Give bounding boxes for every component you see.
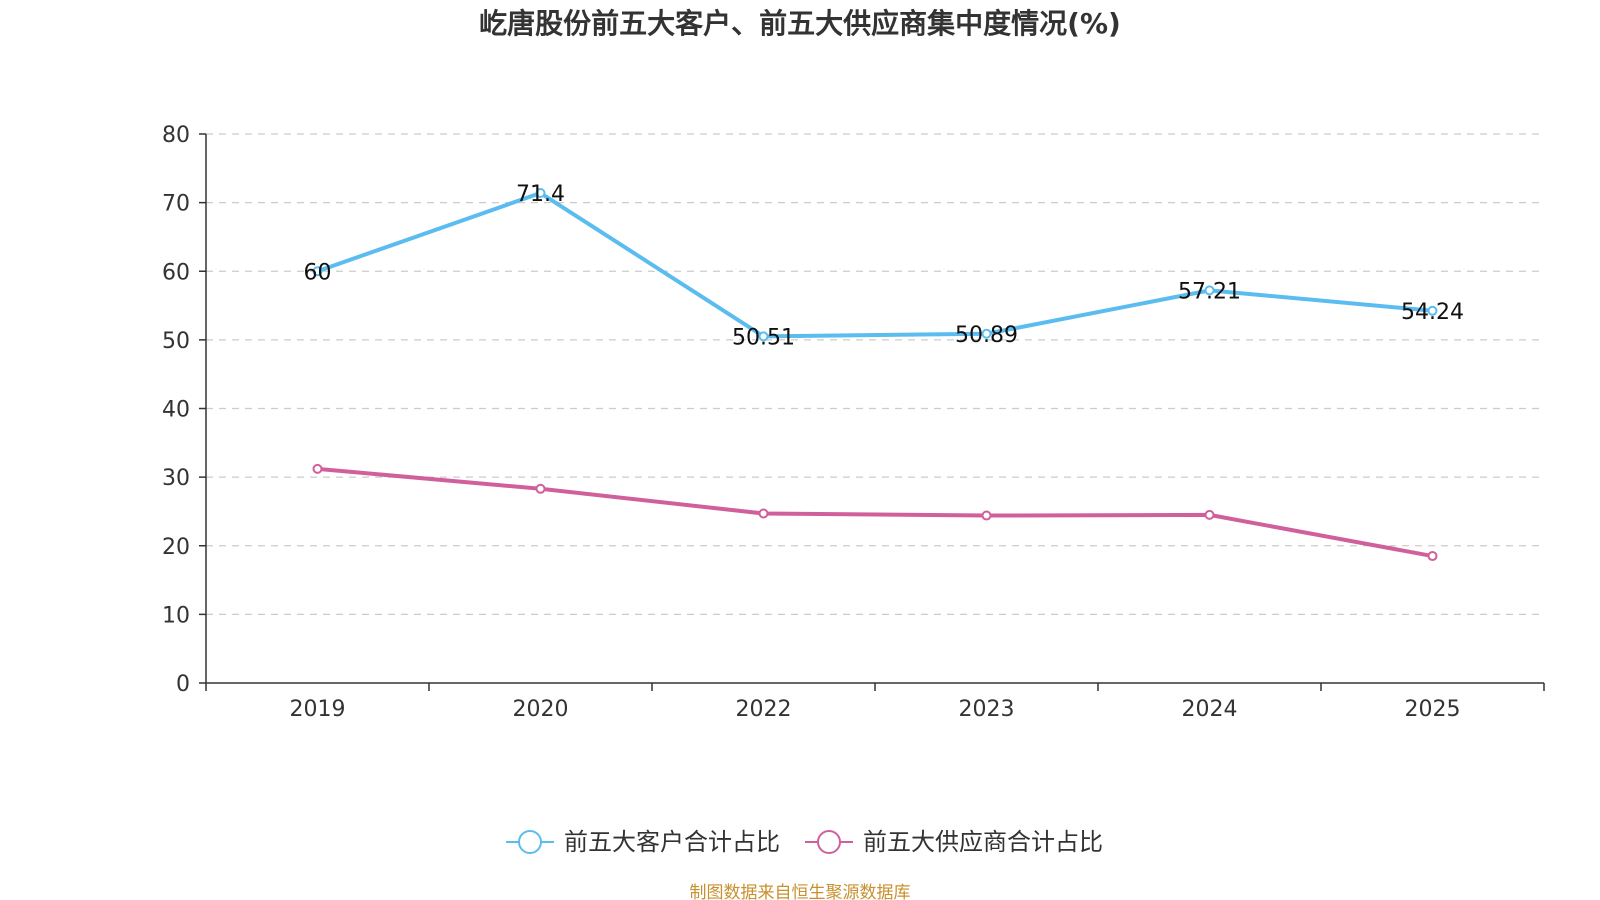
y-tick-label: 40 [162,398,190,423]
data-label: 71.4 [516,182,565,207]
y-tick-label: 10 [162,603,190,628]
data-point[interactable] [1427,305,1438,316]
data-label: 57.21 [1178,279,1241,304]
data-label: 50.51 [732,325,795,350]
x-tick-label: 2024 [1182,697,1238,722]
legend-item-customers[interactable]: 前五大客户合计占比 [506,828,780,856]
x-tick-label: 2019 [290,697,346,722]
chart-title: 屹唐股份前五大客户、前五大供应商集中度情况(%) [479,7,1121,40]
data-point[interactable] [758,331,769,342]
series-layer [312,188,1438,562]
data-point[interactable] [981,510,992,521]
y-tick-label: 60 [162,260,190,285]
y-axis: 0 10 20 30 40 50 60 70 80 [162,123,207,697]
legend-customers-marker [518,830,542,854]
legend: 前五大客户合计占比 前五大供应商合计占比 [506,828,1103,856]
x-tick-label: 2023 [959,697,1015,722]
legend-suppliers-marker [817,830,841,854]
source-note: 制图数据来自恒生聚源数据库 [690,883,911,900]
data-point[interactable] [535,483,546,494]
series-line-0 [315,191,1435,339]
data-point[interactable] [1204,285,1215,296]
data-point[interactable] [1204,509,1215,520]
legend-customers-label: 前五大客户合计占比 [564,828,780,856]
data-point[interactable] [1427,551,1438,562]
grid-lines [206,133,1544,615]
y-tick-label: 30 [162,466,190,491]
data-point[interactable] [758,508,769,519]
data-labels: 60 71.4 50.51 50.89 57.21 54.24 [304,182,1464,350]
data-point[interactable] [535,188,546,199]
data-label: 54.24 [1401,300,1464,325]
legend-suppliers-label: 前五大供应商合计占比 [863,828,1103,856]
x-tick-label: 2020 [513,697,569,722]
x-tick-label: 2025 [1405,697,1461,722]
series-line-1 [315,466,1435,559]
y-tick-label: 20 [162,535,190,560]
data-label: 60 [304,260,332,285]
y-tick-label: 0 [176,672,190,697]
data-point[interactable] [312,463,323,474]
data-label: 50.89 [955,323,1018,348]
data-point[interactable] [312,266,323,277]
legend-item-suppliers[interactable]: 前五大供应商合计占比 [805,828,1103,856]
y-tick-label: 70 [162,192,190,217]
y-tick-label: 50 [162,329,190,354]
data-point[interactable] [981,328,992,339]
x-tick-label: 2022 [736,697,792,722]
y-tick-label: 80 [162,123,190,148]
x-axis: 2019 2020 2022 2023 2024 2025 [205,682,1545,722]
